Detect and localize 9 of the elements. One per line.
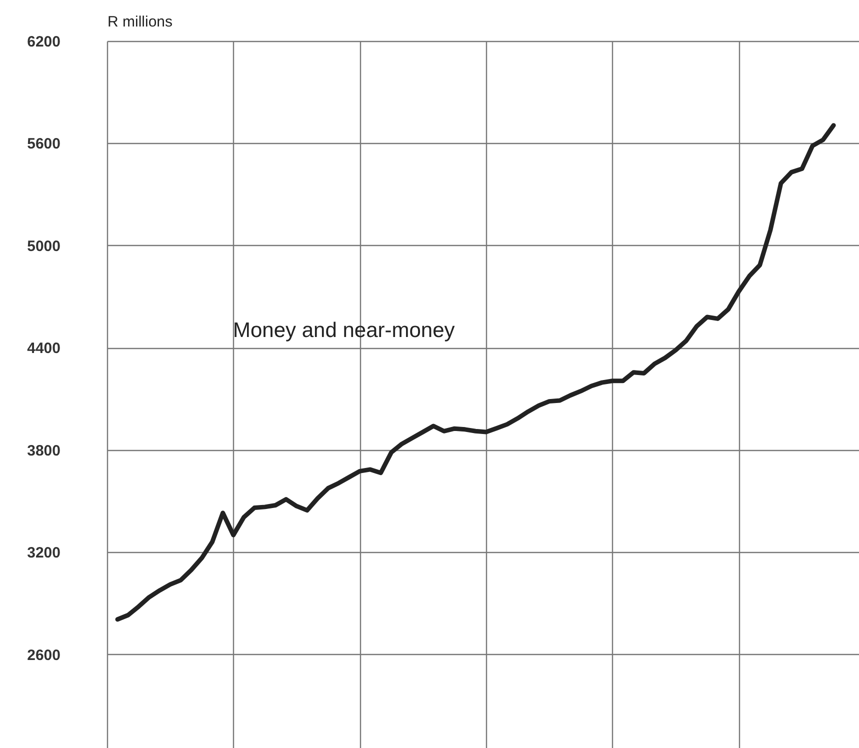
y-tick-label: 5000 — [27, 238, 60, 255]
y-axis-title: R millions — [108, 14, 173, 30]
y-tick-label: 3800 — [27, 442, 60, 460]
y-tick-label: 5600 — [27, 136, 60, 153]
y-tick-label: 4400 — [27, 340, 60, 358]
y-tick-label: 3200 — [27, 544, 60, 562]
y-tick-label: 2600 — [27, 646, 60, 664]
y-tick-label: 6200 — [27, 34, 60, 50]
line-series — [115, 123, 836, 622]
